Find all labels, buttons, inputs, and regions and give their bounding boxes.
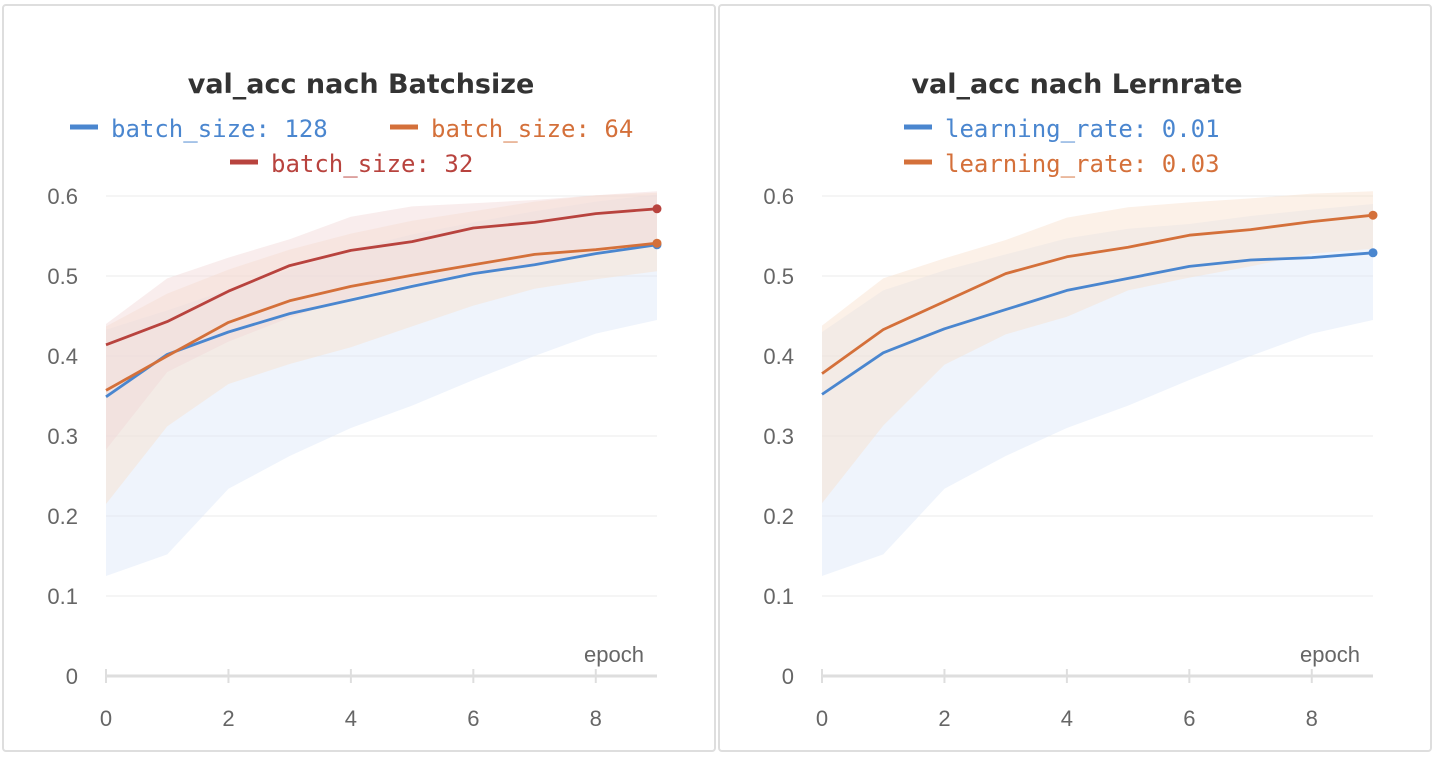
series-band <box>106 192 657 505</box>
x-tick-label: 4 <box>345 706 357 731</box>
legend-label: batch_size: 64 <box>431 115 633 143</box>
chart-panel-batchsize: val_acc nach Batchsize 0 0.1 0.2 0.3 0.4 0.5 0.… <box>2 4 716 752</box>
y-tick-label: 0.1 <box>47 584 78 609</box>
y-tick-label: 0.3 <box>763 424 794 449</box>
series-line <box>105 207 658 347</box>
x-tick-label: 6 <box>1183 706 1195 731</box>
y-tick-label: 0.6 <box>47 184 78 209</box>
series-line <box>821 213 1374 375</box>
series-endpoint <box>1368 210 1378 220</box>
series-endpoint <box>1368 248 1378 258</box>
x-tick-label: 0 <box>100 706 112 731</box>
series-band <box>822 191 1373 504</box>
x-tick-label: 8 <box>1306 706 1318 731</box>
x-axis-label: epoch <box>1300 642 1360 667</box>
x-tick-label: 2 <box>938 706 950 731</box>
x-tick-label: 2 <box>222 706 234 731</box>
y-tick-label: 0.2 <box>763 504 794 529</box>
series-line <box>821 251 1374 396</box>
legend-label: learning_rate: 0.01 <box>945 115 1220 143</box>
y-tick-label: 0.4 <box>47 344 78 369</box>
series-line <box>105 243 658 398</box>
chart-svg-lernrate: val_acc nach Lernrate 0 0.1 0.2 0.3 0.4 0.5 0.6… <box>763 69 1378 731</box>
chart-title: val_acc nach Lernrate <box>911 69 1242 100</box>
y-tick-label: 0.2 <box>47 504 78 529</box>
x-tick-label: 4 <box>1061 706 1073 731</box>
y-tick-label: 0.6 <box>763 184 794 209</box>
legend-label: batch_size: 128 <box>111 115 328 143</box>
y-tick-label: 0 <box>782 664 794 689</box>
y-tick-label: 0.5 <box>47 264 78 289</box>
x-tick-label: 6 <box>467 706 479 731</box>
series-line <box>105 241 658 392</box>
x-axis-label: epoch <box>584 642 644 667</box>
y-tick-label: 0.5 <box>763 264 794 289</box>
y-tick-label: 0.4 <box>763 344 794 369</box>
legend-label: batch_size: 32 <box>271 150 473 178</box>
series-band <box>822 204 1373 576</box>
y-tick-label: 0.3 <box>47 424 78 449</box>
legend-label: learning_rate: 0.03 <box>945 150 1220 178</box>
x-tick-label: 0 <box>816 706 828 731</box>
chart-panel-lernrate: val_acc nach Lernrate 0 0.1 0.2 0.3 0.4 0.5 0.6… <box>718 4 1432 752</box>
y-tick-label: 0 <box>66 664 78 689</box>
series-endpoint <box>652 238 662 248</box>
series-band <box>106 194 657 576</box>
chart-svg-batchsize: val_acc nach Batchsize 0 0.1 0.2 0.3 0.4 0.5 0.… <box>47 69 662 731</box>
x-tick-label: 8 <box>590 706 602 731</box>
y-tick-label: 0.1 <box>763 584 794 609</box>
chart-title: val_acc nach Batchsize <box>188 69 535 100</box>
series-endpoint <box>652 204 662 214</box>
